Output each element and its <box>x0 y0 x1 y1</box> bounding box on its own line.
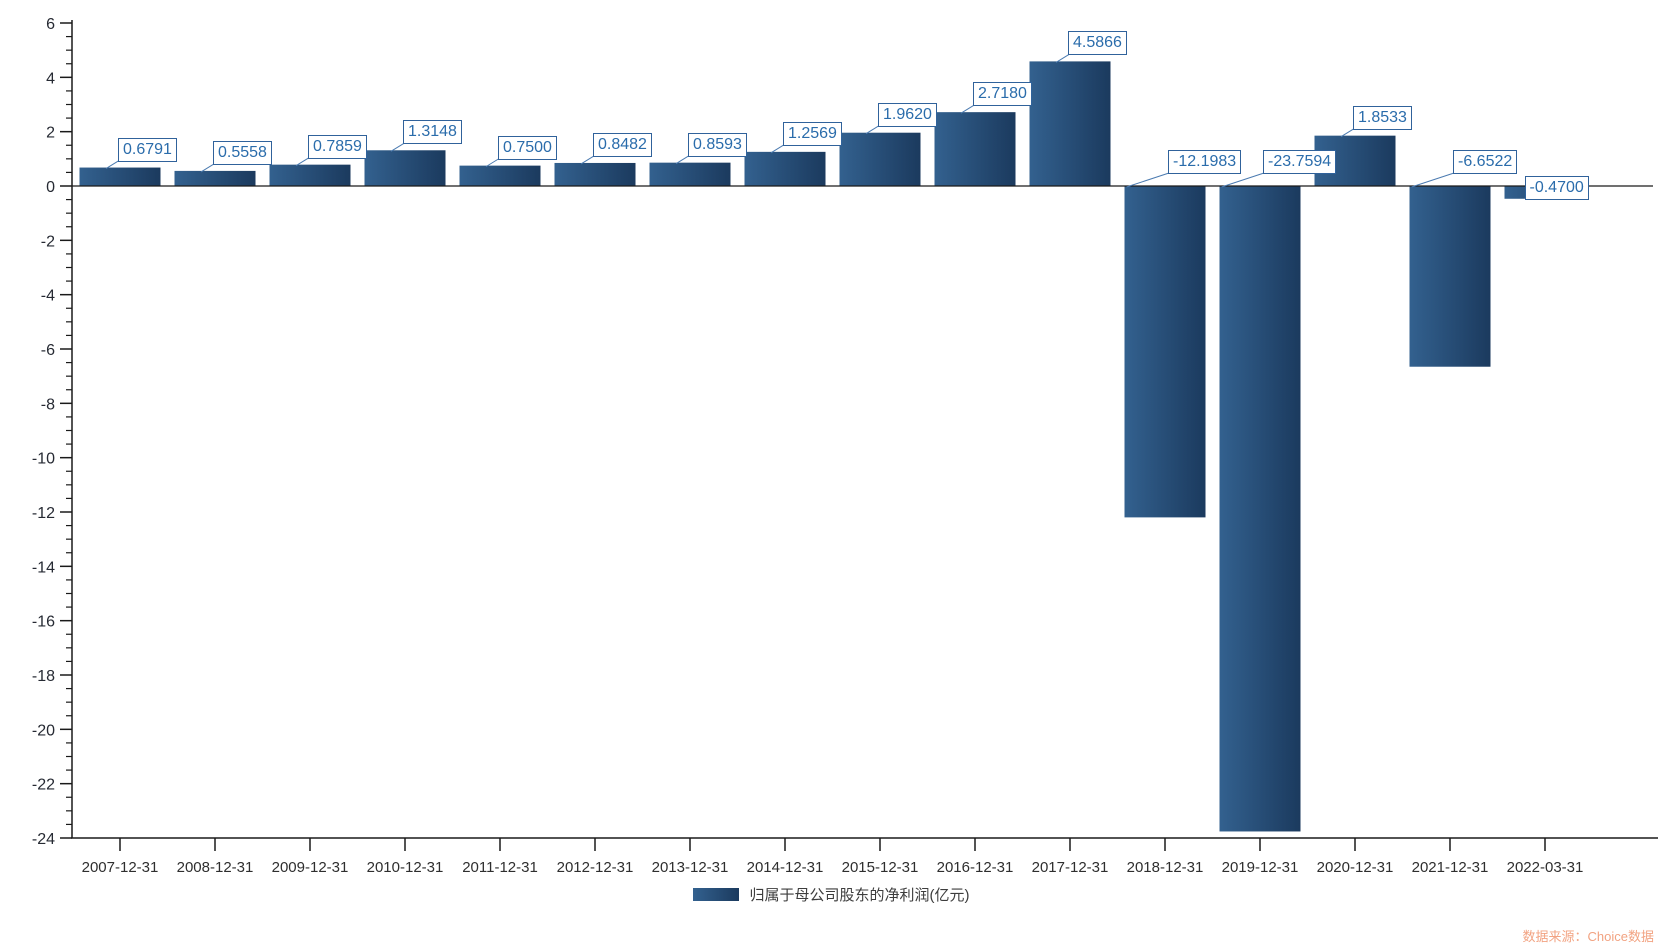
value-label: 0.8482 <box>593 132 652 157</box>
leader-line <box>770 144 785 154</box>
value-label: -12.1983 <box>1168 150 1242 174</box>
value-label: -23.7594 <box>1263 150 1337 174</box>
x-axis-label: 2011-12-31 <box>462 859 538 876</box>
bar <box>269 164 351 186</box>
leader-line <box>960 104 975 114</box>
value-label: -6.6522 <box>1453 150 1518 174</box>
value-label: 1.2569 <box>783 121 842 146</box>
y-axis-tick-label: -14 <box>32 559 55 576</box>
bar <box>1409 186 1491 367</box>
value-label: 0.8593 <box>688 132 747 157</box>
bar <box>79 167 161 186</box>
y-axis-tick-label: -4 <box>41 288 55 305</box>
legend-label: 归属于母公司股东的净利润(亿元) <box>749 887 970 904</box>
bar <box>744 151 826 186</box>
y-axis-tick-label: -16 <box>32 614 55 631</box>
bar <box>1219 186 1301 832</box>
leader-line <box>105 160 120 169</box>
value-label: 1.9620 <box>878 102 937 127</box>
leader-line <box>1055 53 1070 63</box>
x-axis-label: 2013-12-31 <box>652 859 729 876</box>
legend-swatch <box>692 888 739 901</box>
leader-line <box>295 157 310 167</box>
leader-lines-group <box>105 53 1455 188</box>
bar <box>364 150 446 186</box>
value-label: 2.7180 <box>973 82 1032 107</box>
value-label: 1.8533 <box>1353 105 1412 130</box>
y-axis-tick-label: -12 <box>32 505 55 522</box>
y-axis-tick-label: 6 <box>46 16 55 33</box>
value-label: -0.4700 <box>1524 176 1589 200</box>
x-axis-label: 2008-12-31 <box>177 859 254 876</box>
x-axis-label: 2021-12-31 <box>1412 859 1489 876</box>
y-axis-tick-label: 2 <box>46 125 55 142</box>
x-axis-label: 2018-12-31 <box>1127 859 1204 876</box>
leader-line <box>1340 128 1355 138</box>
y-axis-tick-label: -20 <box>32 722 55 739</box>
leader-line <box>485 158 500 168</box>
x-axis-label: 2020-12-31 <box>1317 859 1394 876</box>
x-axis-label: 2015-12-31 <box>842 859 919 876</box>
value-label: 0.7500 <box>498 135 557 160</box>
y-axis-tick-label: -6 <box>41 342 55 359</box>
value-label: 1.3148 <box>403 120 462 145</box>
y-axis-tick-label: -18 <box>32 668 55 685</box>
y-axis-tick-label: -8 <box>41 396 55 413</box>
x-axis-label: 2022-03-31 <box>1507 859 1584 876</box>
value-label: 0.5558 <box>213 140 272 165</box>
value-label: 0.7859 <box>308 134 367 159</box>
value-label: 4.5866 <box>1068 31 1127 56</box>
bar <box>174 170 256 186</box>
x-axis-label: 2007-12-31 <box>82 859 159 876</box>
y-axis-tick-label: -22 <box>32 777 55 794</box>
leader-line <box>865 125 880 135</box>
x-axis-label: 2014-12-31 <box>747 859 824 876</box>
leader-line <box>390 142 405 152</box>
bar <box>554 162 636 186</box>
bars-group <box>79 61 1586 832</box>
axes-group: 6 4 2 0 -2 -4 -6 -8 -10 -12 -14 -16 -18 -20 -22 -24 2007… <box>32 16 1658 876</box>
x-axis-label: 2010-12-31 <box>367 859 444 876</box>
value-label: 0.6791 <box>118 137 177 162</box>
leader-line <box>1411 172 1455 188</box>
y-axis-tick-label: -10 <box>32 451 55 468</box>
y-axis-tick-label: -2 <box>41 233 55 250</box>
bar <box>934 112 1016 186</box>
leader-line <box>1221 172 1265 188</box>
x-axis-label: 2016-12-31 <box>937 859 1014 876</box>
leader-line <box>580 155 595 165</box>
y-axis-tick-label: 4 <box>46 70 55 87</box>
leader-line <box>200 163 215 173</box>
data-source-note: 数据来源：Choice数据 <box>1522 929 1654 944</box>
bar <box>649 162 731 186</box>
y-axis-tick-label: 0 <box>46 179 55 196</box>
x-axis-label: 2019-12-31 <box>1222 859 1299 876</box>
leader-line <box>675 155 690 165</box>
bar <box>459 165 541 186</box>
x-axis-label: 2012-12-31 <box>557 859 634 876</box>
x-axis-label: 2009-12-31 <box>272 859 349 876</box>
bar <box>839 132 921 186</box>
bar <box>1124 186 1206 518</box>
x-axis-label: 2017-12-31 <box>1032 859 1109 876</box>
y-axis-tick-label: -24 <box>32 831 55 848</box>
legend: 归属于母公司股东的净利润(亿元) <box>0 884 1662 905</box>
leader-line <box>1126 172 1170 188</box>
bar <box>1029 61 1111 186</box>
